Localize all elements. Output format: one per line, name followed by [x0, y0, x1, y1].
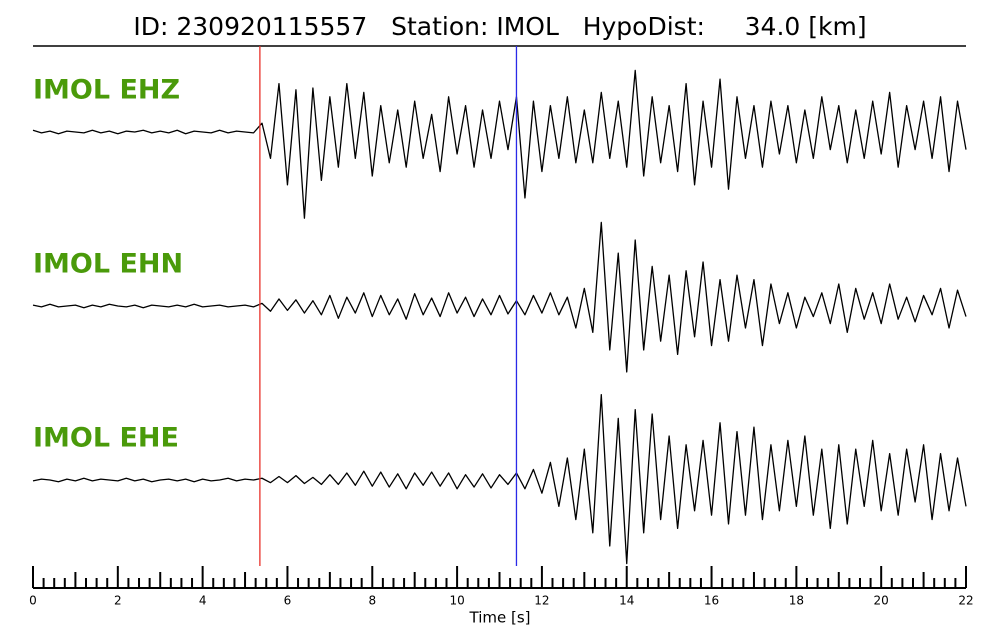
- trace-label: IMOL EHN: [33, 249, 183, 280]
- x-axis-label: Time [s]: [469, 609, 531, 627]
- x-tick-label: 8: [368, 594, 376, 608]
- x-tick-label: 18: [789, 594, 804, 608]
- x-tick-label: 2: [114, 594, 122, 608]
- x-tick-label: 22: [958, 594, 973, 608]
- x-tick-label: 12: [534, 594, 549, 608]
- chart-title: ID: 230920115557 Station: IMOL HypoDist:…: [133, 12, 866, 41]
- x-tick-label: 4: [199, 594, 207, 608]
- x-tick-label: 20: [874, 594, 889, 608]
- trace-label: IMOL EHZ: [33, 75, 180, 106]
- waveform: [32, 393, 967, 565]
- x-tick-label: 6: [284, 594, 292, 608]
- x-tick-label: 0: [29, 594, 37, 608]
- x-tick-label: 14: [619, 594, 634, 608]
- waveform: [32, 221, 967, 373]
- x-tick-label: 10: [449, 594, 464, 608]
- waveform: [32, 69, 967, 219]
- trace-label: IMOL EHE: [33, 423, 179, 454]
- x-tick-label: 16: [704, 594, 719, 608]
